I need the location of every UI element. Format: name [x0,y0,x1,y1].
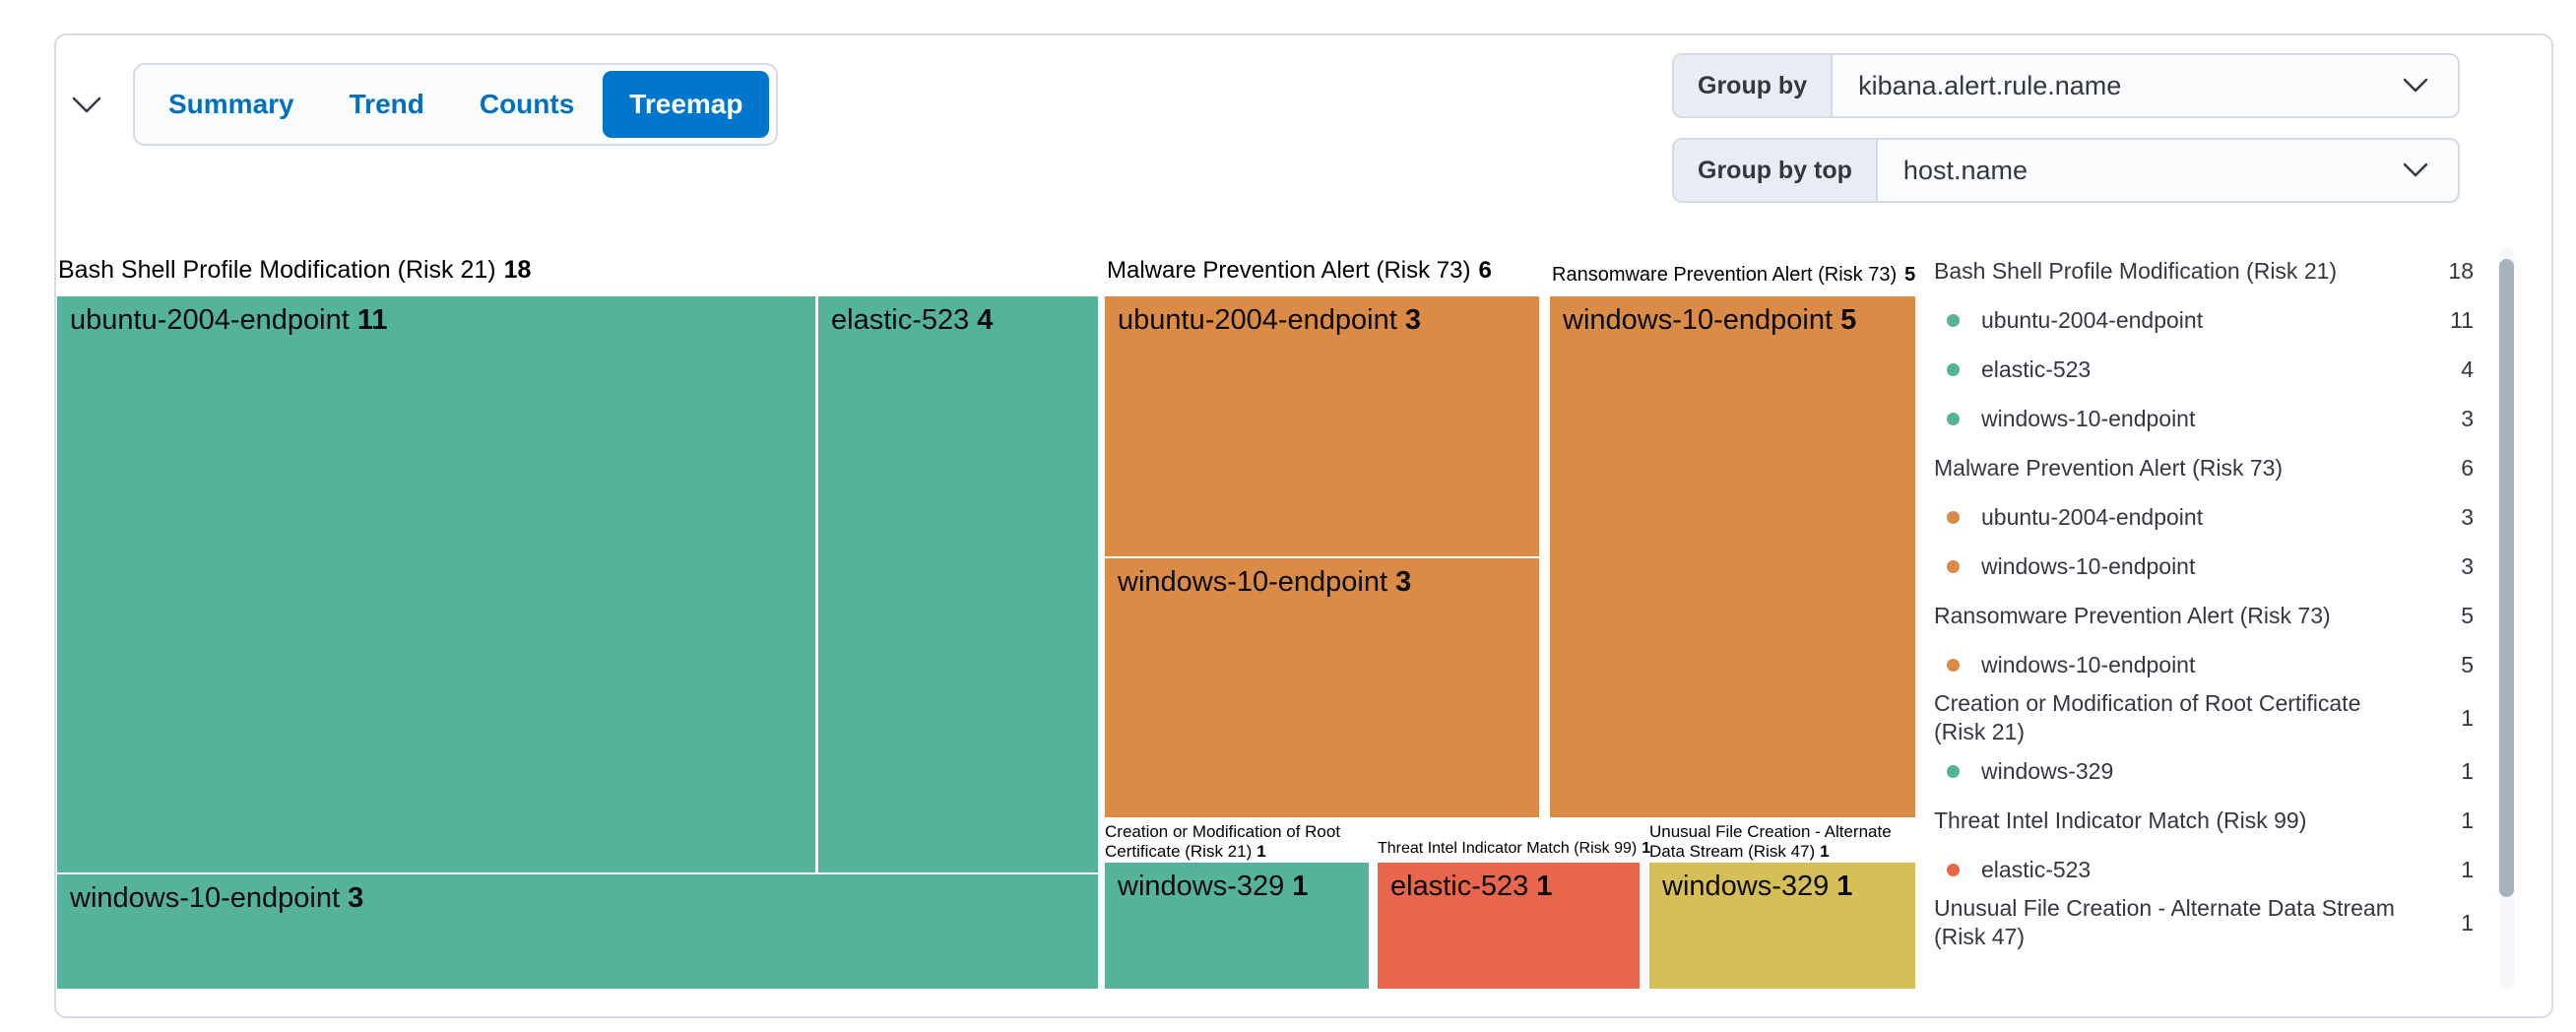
treemap-block-malware-windows10[interactable]: windows-10-endpoint 3 [1105,558,1539,817]
treemap-block-bash-ubuntu[interactable]: ubuntu-2004-endpoint 11 [57,296,815,872]
legend-label: windows-10-endpoint [1981,651,2196,677]
legend-label: Unusual File Creation - Alternate Data S… [1934,895,2395,949]
legend-row[interactable]: elastic-523 1 [1934,845,2474,894]
tab-treemap[interactable]: Treemap [603,71,770,138]
legend-value: 1 [2461,909,2474,935]
treemap-group-header-bash-shell: Bash Shell Profile Modification (Risk 21… [58,256,532,284]
legend-row[interactable]: Bash Shell Profile Modification (Risk 21… [1934,246,2474,295]
chevron-down-icon [2403,140,2458,201]
legend-row[interactable]: Threat Intel Indicator Match (Risk 99) 1 [1934,796,2474,845]
legend-label: windows-10-endpoint [1981,552,2196,579]
treemap-block-root-certificate-windows329[interactable]: windows-329 1 [1105,863,1369,989]
legend-dot-icon [1947,510,1960,524]
group-by-value: kibana.alert.rule.name [1858,70,2122,100]
treemap-block-unusual-file-windows329[interactable]: windows-329 1 [1649,863,1915,989]
legend-row[interactable]: elastic-523 4 [1934,345,2474,394]
view-tabs: Summary Trend Counts Treemap [133,63,779,146]
legend-value: 1 [2461,757,2474,784]
legend-value: 3 [2461,503,2474,530]
legend-row[interactable]: Unusual File Creation - Alternate Data S… [1934,894,2474,951]
legend-row[interactable]: windows-10-endpoint 3 [1934,394,2474,443]
legend-value: 1 [2461,806,2474,833]
legend-value: 3 [2461,552,2474,579]
legend-dot-icon [1947,863,1960,876]
legend-row[interactable]: ubuntu-2004-endpoint 11 [1934,295,2474,345]
treemap-block-bash-elastic[interactable]: elastic-523 4 [818,296,1098,872]
legend-label: elastic-523 [1981,856,2092,882]
collapse-panel-button[interactable] [67,87,106,126]
legend-label: elastic-523 [1981,355,2092,382]
legend-dot-icon [1947,559,1960,573]
tab-counts[interactable]: Counts [453,71,601,138]
group-by-top-value: host.name [1902,155,2028,185]
legend-dot-icon [1947,362,1960,376]
legend-label: Bash Shell Profile Modification (Risk 21… [1934,257,2338,284]
tab-summary[interactable]: Summary [142,71,321,138]
treemap-group-header-root-certificate: Creation or Modification of Root Certifi… [1105,822,1341,861]
legend-value: 4 [2461,355,2474,382]
legend-dot-icon [1947,658,1960,672]
legend-value: 6 [2461,454,2474,481]
legend-dot-icon [1947,764,1960,778]
tab-trend[interactable]: Trend [323,71,451,138]
chart-legend: Bash Shell Profile Modification (Risk 21… [1934,246,2474,951]
group-by-top-label: Group by top [1674,140,1878,201]
legend-label: Threat Intel Indicator Match (Risk 99) [1934,806,2307,833]
legend-label: windows-10-endpoint [1981,405,2196,431]
treemap-group-header-unusual-file: Unusual File Creation - Alternate Data S… [1649,822,1892,861]
legend-scrollbar-thumb[interactable] [2499,259,2514,897]
legend-value: 5 [2461,651,2474,677]
legend-row[interactable]: windows-10-endpoint 3 [1934,542,2474,591]
chevron-down-icon [2403,55,2458,116]
legend-label: Ransomware Prevention Alert (Risk 73) [1934,602,2331,628]
legend-row[interactable]: Creation or Modification of Root Certifi… [1934,689,2474,746]
legend-row[interactable]: Malware Prevention Alert (Risk 73) 6 [1934,443,2474,492]
legend-value: 5 [2461,602,2474,628]
treemap-group-header-ransomware: Ransomware Prevention Alert (Risk 73) 5 [1552,264,1916,286]
treemap-block-bash-windows10[interactable]: windows-10-endpoint 3 [57,874,1098,989]
legend-value: 1 [2461,856,2474,882]
legend-label: Malware Prevention Alert (Risk 73) [1934,454,2284,481]
legend-row[interactable]: Ransomware Prevention Alert (Risk 73) 5 [1934,591,2474,640]
legend-value: 3 [2461,405,2474,431]
treemap-group-header-malware: Malware Prevention Alert (Risk 73) 6 [1107,257,1492,284]
legend-dot-icon [1947,313,1960,327]
legend-label: Creation or Modification of Root Certifi… [1934,690,2361,744]
legend-label: windows-329 [1981,757,2114,784]
legend-label: ubuntu-2004-endpoint [1981,503,2204,530]
treemap-block-malware-ubuntu[interactable]: ubuntu-2004-endpoint 3 [1105,296,1539,556]
treemap-group-header-threat-intel: Threat Intel Indicator Match (Risk 99) 1 [1378,840,1651,857]
legend-row[interactable]: windows-10-endpoint 5 [1934,640,2474,689]
legend-label: ubuntu-2004-endpoint [1981,306,2204,333]
legend-row[interactable]: windows-329 1 [1934,746,2474,796]
legend-value: 11 [2450,306,2474,333]
treemap-block-threat-intel-elastic[interactable]: elastic-523 1 [1378,863,1640,989]
legend-value: 18 [2448,257,2474,284]
group-by-select[interactable]: Group by kibana.alert.rule.name [1672,53,2460,118]
group-by-label: Group by [1674,55,1834,116]
group-by-top-select[interactable]: Group by top host.name [1672,138,2460,203]
legend-dot-icon [1947,412,1960,425]
treemap-block-ransomware-windows10[interactable]: windows-10-endpoint 5 [1550,296,1915,817]
legend-row[interactable]: ubuntu-2004-endpoint 3 [1934,492,2474,542]
chevron-down-icon [71,96,102,118]
legend-value: 1 [2461,704,2474,731]
